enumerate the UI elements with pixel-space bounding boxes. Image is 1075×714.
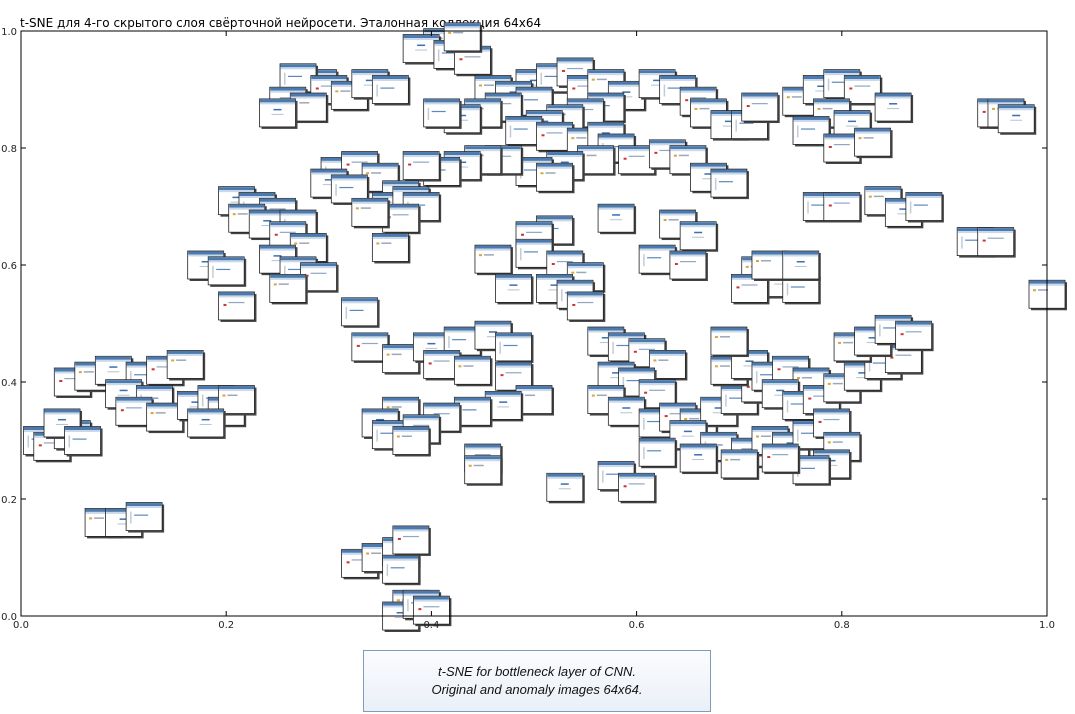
thumbnail-point xyxy=(269,273,308,305)
thumbnail-point xyxy=(351,197,390,229)
thumbnail-markers xyxy=(23,22,1067,632)
thumbnail-point xyxy=(710,168,749,200)
thumbnail-point xyxy=(207,256,247,287)
thumbnail-point xyxy=(464,455,503,486)
x-tick-label: 0.0 xyxy=(13,620,29,631)
caption-line-1: t-SNE for bottleneck layer of CNN. xyxy=(438,664,636,679)
thumbnail-point xyxy=(710,326,749,358)
thumbnail-point xyxy=(792,116,832,147)
thumbnail-point xyxy=(382,554,421,586)
thumbnail-point xyxy=(166,350,206,381)
thumbnail-point xyxy=(874,92,914,124)
thumbnail-point xyxy=(618,472,657,504)
thumbnail-point xyxy=(187,408,226,439)
thumbnail-point xyxy=(997,104,1037,135)
thumbnail-point xyxy=(823,192,862,223)
thumbnail-point xyxy=(392,525,431,556)
x-tick-label: 1.0 xyxy=(1039,620,1055,631)
thumbnail-point xyxy=(843,75,883,106)
thumbnail-point xyxy=(669,250,708,281)
thumbnail-point xyxy=(371,233,411,264)
x-tick-label: 0.8 xyxy=(834,620,850,631)
thumbnail-point xyxy=(64,426,103,457)
x-tick-label: 0.6 xyxy=(629,620,645,631)
axis-ticks: 0.0 0.2 0.4 0.6 0.8 1.0 0.0 0.2 0.4 0.6 0.8 1.0 xyxy=(1,27,1055,631)
thumbnail-point xyxy=(371,75,411,106)
thumbnail-point xyxy=(854,127,893,159)
thumbnail-point xyxy=(474,244,513,276)
thumbnail-point xyxy=(977,227,1016,258)
thumbnail-point xyxy=(546,472,585,504)
thumbnail-point xyxy=(125,502,165,533)
y-tick-label: 0.6 xyxy=(1,261,17,272)
thumbnail-point xyxy=(679,443,719,475)
thumbnail-point xyxy=(638,437,678,469)
y-tick-label: 1.0 xyxy=(1,27,17,38)
x-tick-label: 0.4 xyxy=(423,620,439,631)
thumbnail-point xyxy=(289,92,329,124)
thumbnail-point xyxy=(218,385,257,416)
thumbnail-point xyxy=(146,402,185,434)
thumbnail-point xyxy=(536,162,575,194)
thumbnail-point xyxy=(402,151,442,182)
thumbnail-point xyxy=(638,244,678,276)
caption-line-2: Original and anomaly images 64x64. xyxy=(431,682,643,697)
thumbnail-point xyxy=(597,203,637,235)
thumbnail-point xyxy=(454,45,493,77)
y-tick-label: 0.8 xyxy=(1,144,17,155)
y-tick-label: 0.2 xyxy=(1,495,17,506)
thumbnail-point xyxy=(761,443,801,475)
thumbnail-point xyxy=(218,291,257,322)
thumbnail-point xyxy=(566,291,606,322)
y-tick-label: 0.0 xyxy=(1,612,17,623)
thumbnail-point xyxy=(259,98,298,129)
y-tick-label: 0.4 xyxy=(1,378,17,389)
thumbnail-point xyxy=(895,320,934,352)
tsne-chart: t-SNE для 4-го скрытого слоя свёрточной … xyxy=(1,16,1067,632)
thumbnail-point xyxy=(412,595,452,627)
thumbnail-point xyxy=(505,116,544,147)
thumbnail-point xyxy=(443,22,483,53)
thumbnail-point xyxy=(751,250,790,281)
thumbnail-point xyxy=(495,273,534,305)
thumbnail-point xyxy=(648,350,688,381)
x-tick-label: 0.2 xyxy=(218,620,234,631)
thumbnail-point xyxy=(905,192,944,223)
thumbnail-point xyxy=(659,209,698,241)
thumbnail-point xyxy=(720,449,760,480)
thumbnail-point xyxy=(392,426,431,457)
thumbnail-point xyxy=(679,221,719,252)
thumbnail-point xyxy=(495,332,534,363)
thumbnail-point xyxy=(782,250,821,281)
thumbnail-point xyxy=(341,297,380,328)
chart-title: t-SNE для 4-го скрытого слоя свёрточной … xyxy=(20,16,541,30)
figure-caption: t-SNE for bottleneck layer of CNN. Origi… xyxy=(363,650,711,712)
thumbnail-point xyxy=(741,92,780,124)
thumbnail-point xyxy=(454,355,493,387)
thumbnail-point xyxy=(1028,279,1067,311)
thumbnail-point xyxy=(423,98,462,129)
plot-frame xyxy=(20,30,1048,617)
